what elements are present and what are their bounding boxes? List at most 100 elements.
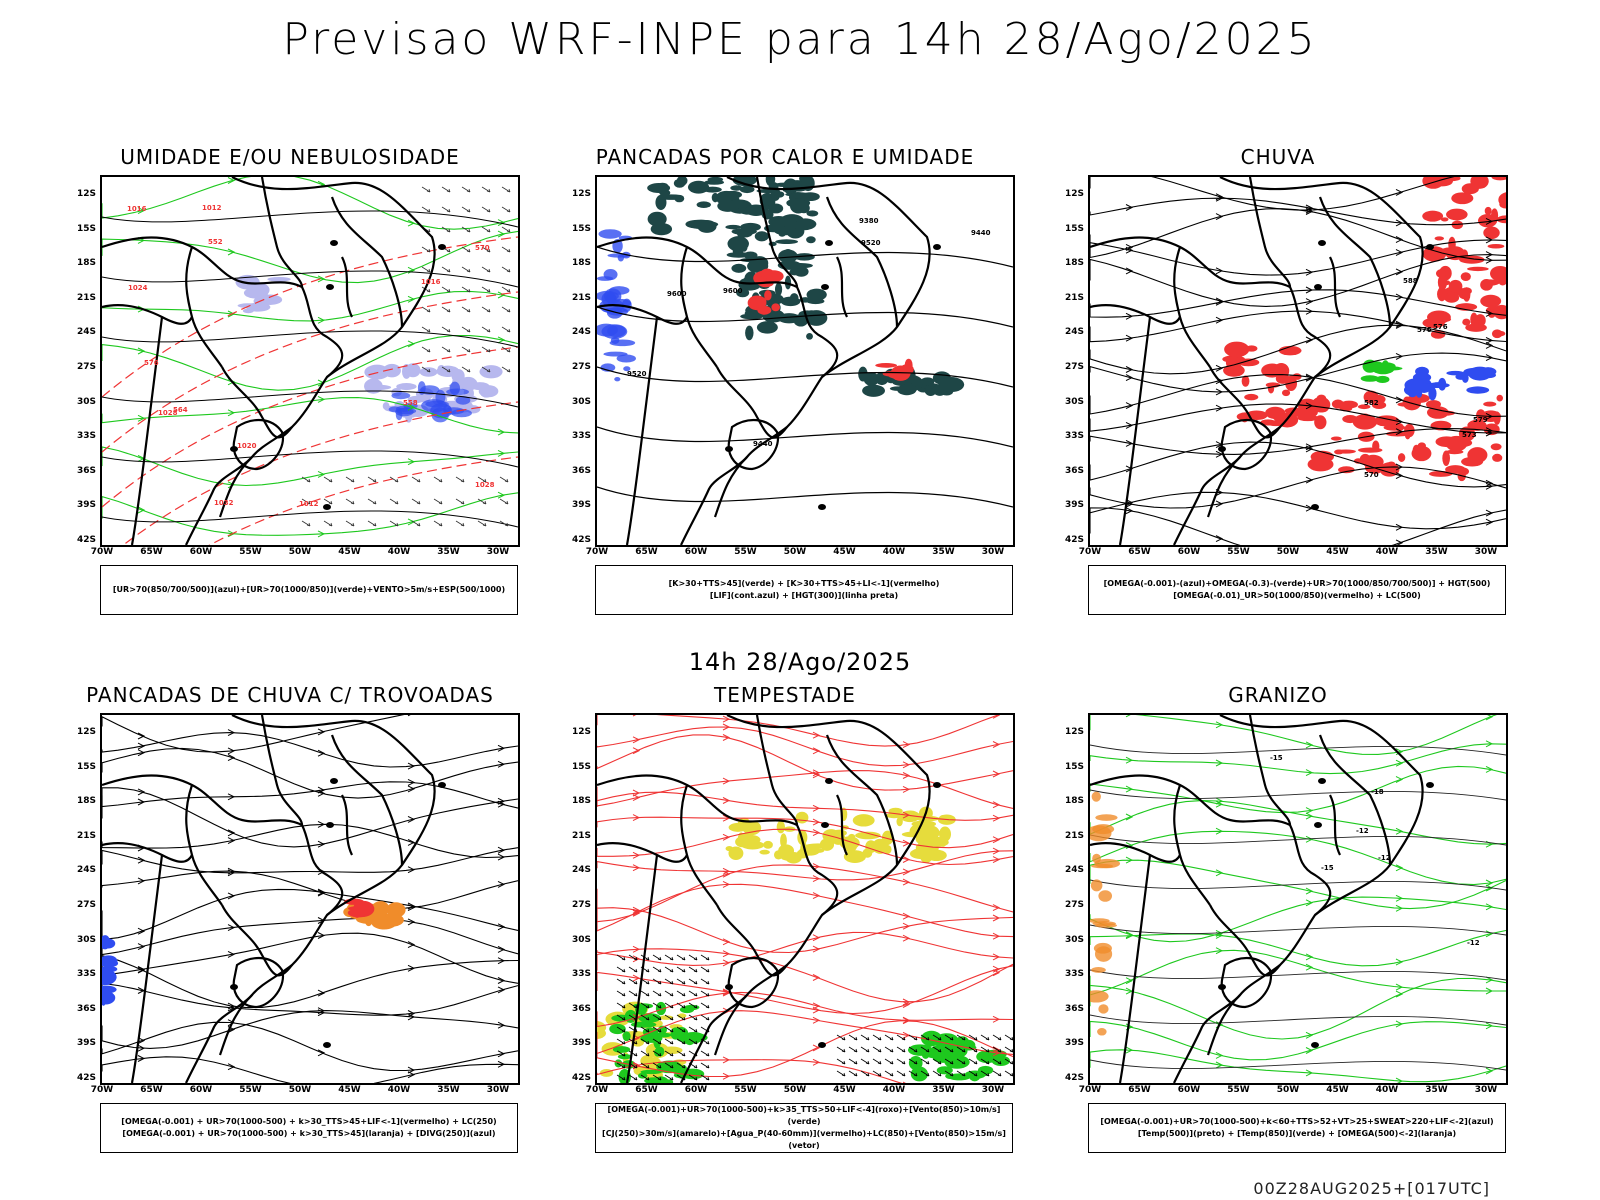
streamline-arrow (497, 491, 506, 499)
contour-label: 1016 (127, 205, 147, 213)
streamline-arrow (992, 847, 1001, 855)
wind-vector (920, 1058, 930, 1065)
wind-vector (628, 1074, 638, 1081)
streamline-arrow (137, 1044, 146, 1052)
wind-vector (455, 498, 465, 505)
longitude-tick-label: 65W (1128, 547, 1151, 557)
contour-label: 552 (208, 238, 223, 246)
legend-box: [OMEGA(-0.001)-(azul)+OMEGA(-0.3)-(verde… (1088, 565, 1506, 615)
wind-vector (640, 1014, 650, 1021)
wind-vector (884, 1058, 894, 1065)
streamline-arrow (137, 414, 146, 422)
wind-vector (628, 990, 638, 997)
humidity-low-levels-contour (102, 177, 518, 230)
streamline-arrow (812, 747, 821, 755)
streamline-arrow (992, 1015, 1001, 1023)
streamline-arrow (317, 820, 326, 828)
country-border (185, 246, 223, 368)
streamline-arrow (722, 777, 731, 785)
map-frame: 9600 9520 9440 9520 9380 9440 9600 (595, 175, 1015, 547)
wind-vector (652, 1038, 662, 1045)
latitude-tick-label: 30S (1064, 396, 1084, 407)
streamline-arrow (407, 941, 416, 949)
map-frame (100, 713, 520, 1085)
base-map-lines (597, 715, 941, 1083)
wind-vector (676, 1062, 686, 1069)
latitude-tick-label: 24S (1064, 865, 1084, 876)
longitude-tick-label: 65W (635, 1085, 658, 1095)
country-border (1090, 236, 1291, 288)
country-border (680, 246, 718, 368)
wind-vector (628, 1050, 638, 1057)
lake-mark (323, 504, 331, 510)
streamline-arrow (137, 966, 146, 974)
wind-vector (501, 186, 511, 193)
streamline-arrow (1215, 194, 1224, 202)
temperature-850-contour (1090, 896, 1506, 943)
streamline-arrow (1485, 879, 1494, 887)
instability-li-area (747, 268, 784, 315)
streamline-arrow (317, 395, 326, 403)
streamline-arrow (992, 856, 1001, 864)
wind-vector (477, 476, 487, 483)
longitude-axis: 70W 65W 60W 55W 50W 45W 40W 35W 30W (1079, 547, 1508, 561)
streamline-arrow (812, 769, 821, 777)
streamline (1090, 374, 1506, 417)
longitude-tick-label: 55W (239, 547, 262, 557)
streamline-arrow (1215, 869, 1224, 877)
contour-label: 576 (144, 359, 159, 367)
wind-vector (501, 266, 511, 273)
wind-vector (896, 1058, 906, 1065)
streamline-arrow (497, 800, 506, 808)
streamline (102, 955, 518, 1009)
streamline-arrow (407, 403, 416, 411)
wind-vector (980, 1070, 990, 1077)
coastline (680, 177, 931, 545)
country-border (130, 316, 164, 545)
streamline (102, 932, 518, 984)
wind-vector (499, 498, 509, 505)
temperature-850-contour (1090, 949, 1506, 996)
streamline-arrow (812, 974, 821, 981)
streamline-arrow (227, 1019, 236, 1027)
country-border (597, 774, 798, 826)
streamline-arrow (812, 945, 821, 953)
panel-title: TEMPESTADE (714, 683, 856, 707)
streamline-arrow (1215, 364, 1224, 372)
thickness-contour (122, 401, 518, 545)
coastline (185, 715, 436, 1083)
streamline-arrow (1215, 1051, 1224, 1059)
streamline-arrow (1305, 963, 1314, 971)
streamline-arrow (992, 715, 1001, 719)
streamline-arrow (1485, 509, 1494, 517)
country-border (330, 196, 404, 328)
streamline-arrow (317, 530, 326, 538)
lake-mark (1314, 284, 1322, 290)
contour-label: 564 (173, 406, 188, 414)
panel-tempestade: TEMPESTADE 12S 15S 18S 21S 24S 27S 30S 33S 36S 39S… (565, 683, 1015, 1163)
longitude-tick-label: 35W (1425, 547, 1448, 557)
humidity-low-levels-contour (102, 290, 518, 322)
streamline (1090, 208, 1506, 261)
low-level-streamline (597, 791, 1013, 821)
temperature-850-contour (1090, 977, 1506, 1040)
country-border (796, 824, 839, 916)
wind-vector (980, 1034, 990, 1041)
latitude-tick-label: 30S (76, 934, 96, 945)
wind-vector (932, 1070, 942, 1077)
wind-vector (652, 990, 662, 997)
wind-vector (441, 366, 451, 373)
contour-label: -12 (1356, 827, 1369, 835)
latitude-tick-label: 12S (76, 189, 96, 199)
country-border (1118, 316, 1152, 545)
country-border (680, 784, 718, 906)
streamline-arrow (812, 875, 821, 883)
streamline-arrow (812, 1058, 821, 1066)
streamline-arrow (497, 853, 506, 861)
streamline-arrow (632, 814, 641, 822)
country-border (1248, 177, 1292, 288)
latitude-tick-label: 12S (571, 189, 591, 199)
wind-vector (700, 990, 710, 997)
streamline-arrow (1125, 204, 1134, 211)
wind-vector (421, 286, 431, 293)
